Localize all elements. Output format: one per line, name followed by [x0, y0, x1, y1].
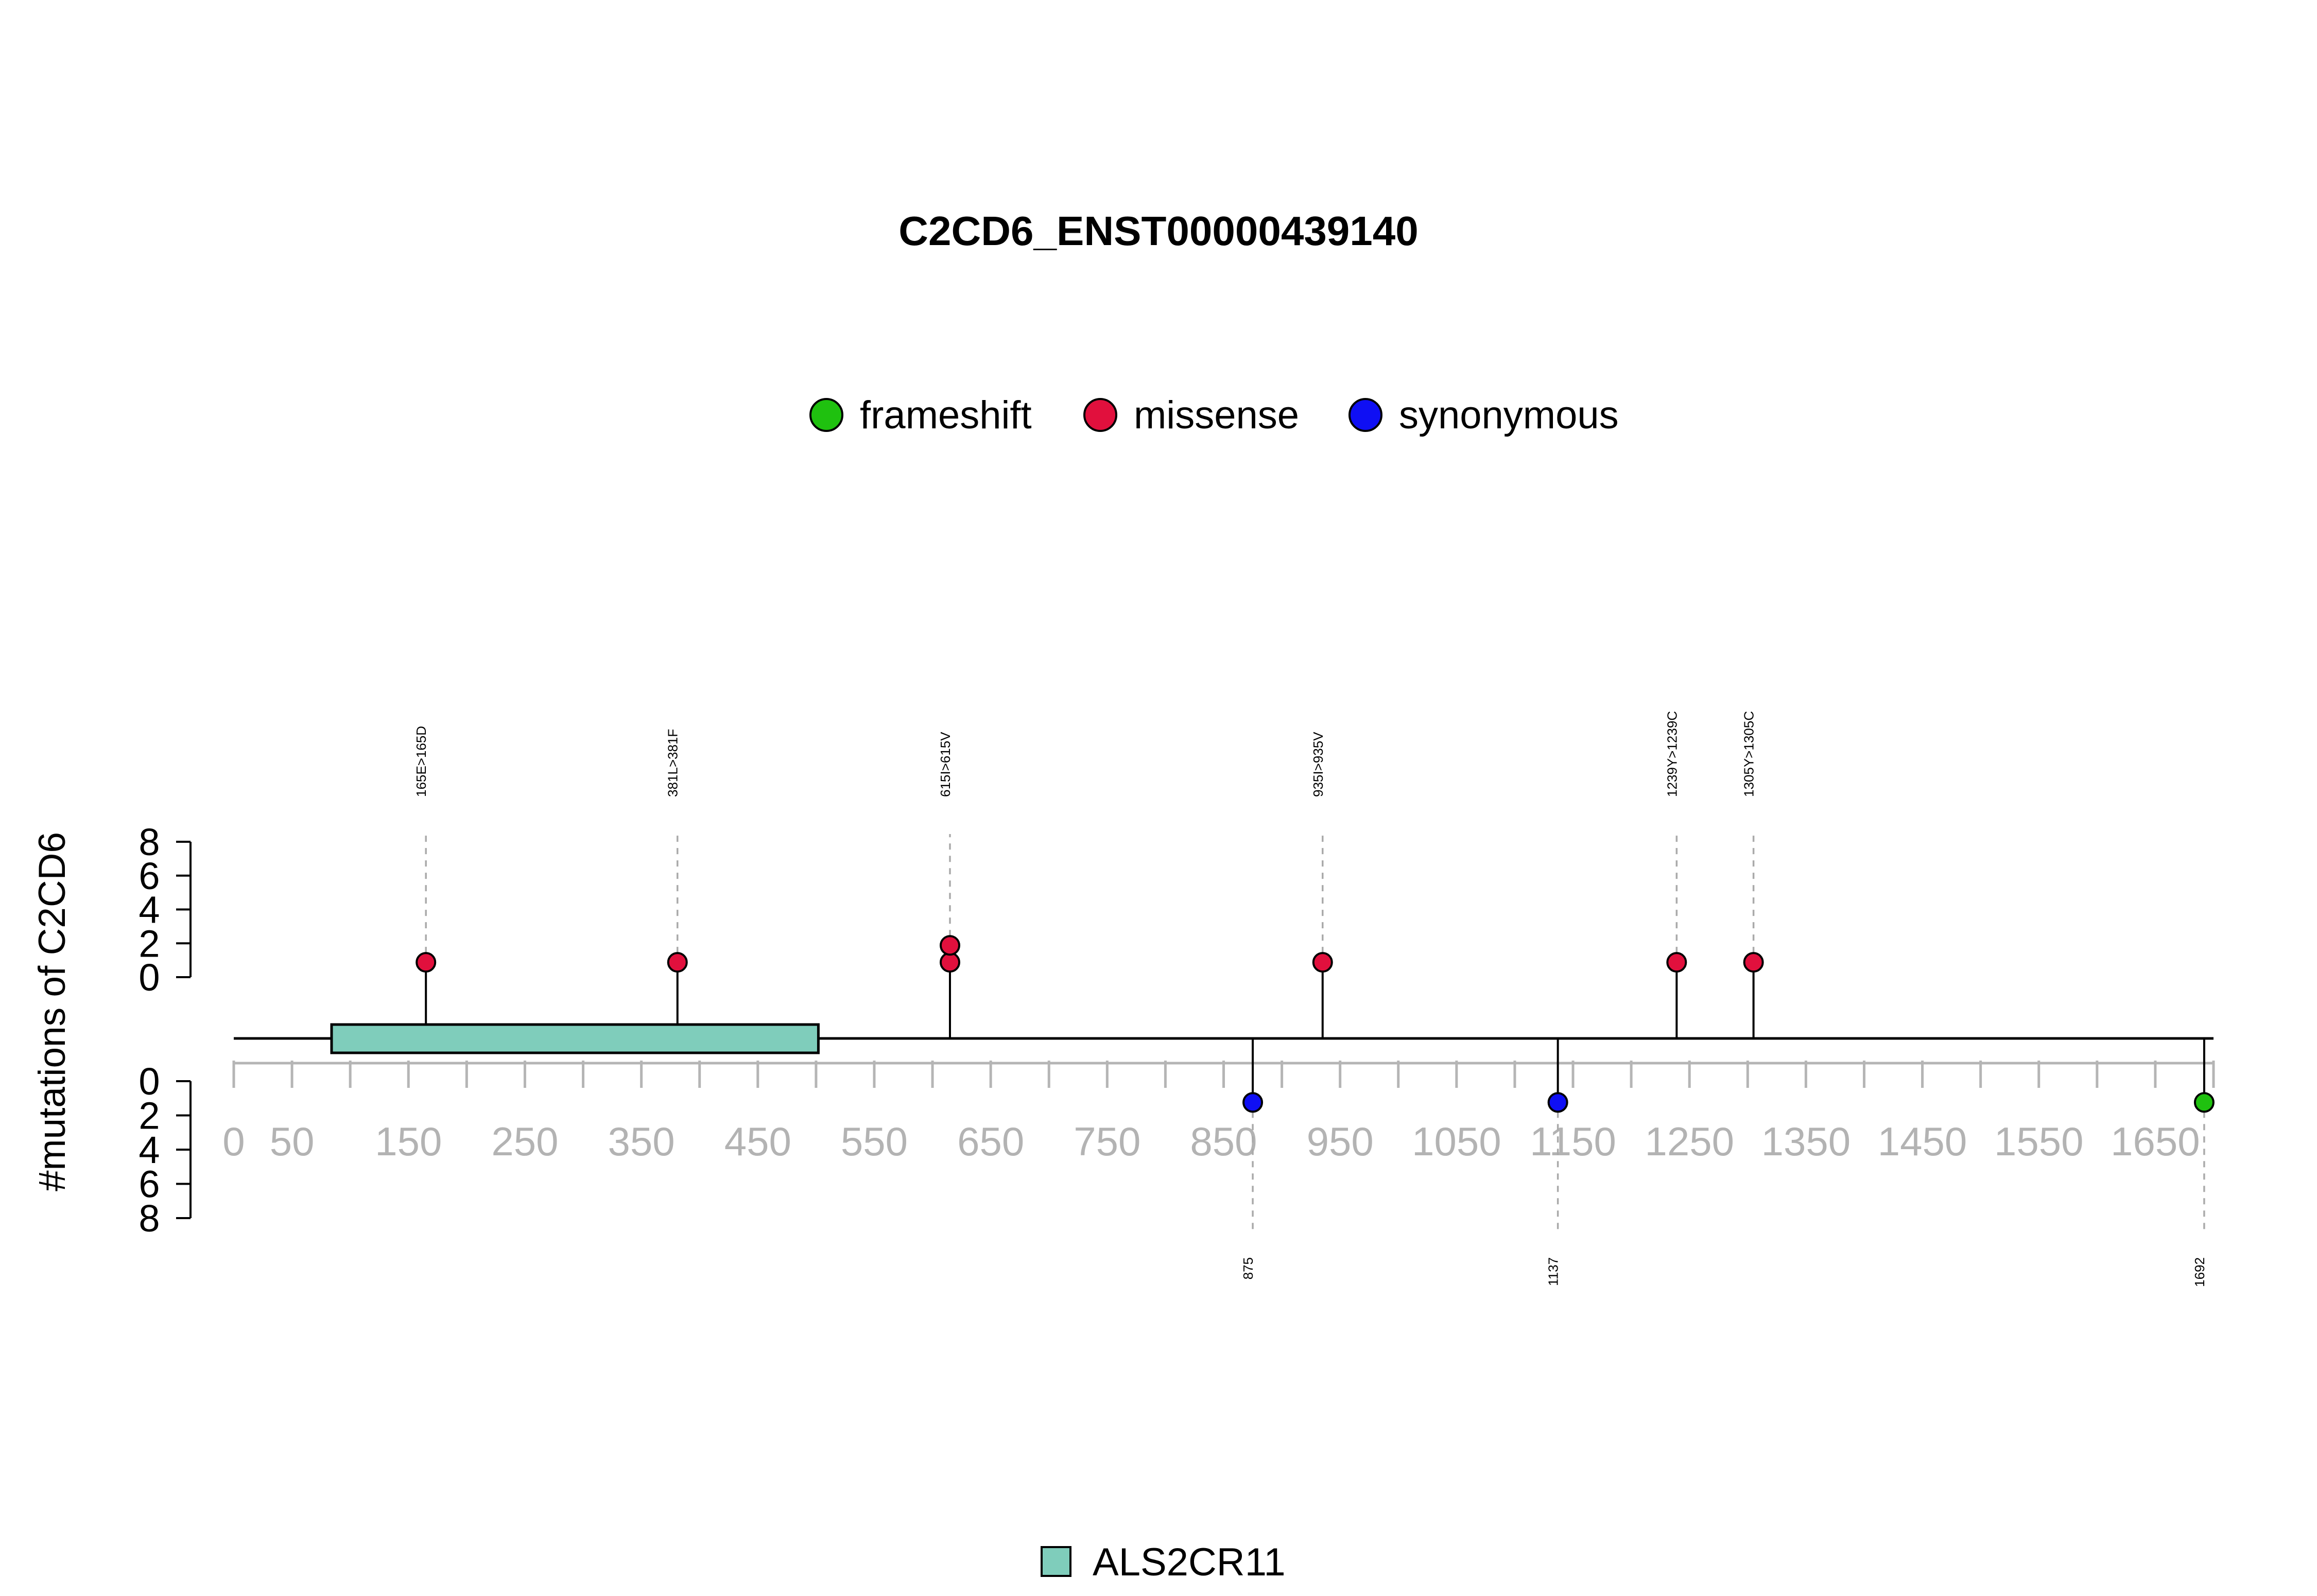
legend-marker-synonymous — [1348, 398, 1382, 432]
mutation-label-1137: 1137 — [1546, 1257, 1561, 1286]
y-tick-label-upper: 6 — [139, 855, 160, 897]
domain-ALS2CR11 — [330, 1023, 820, 1054]
mutation-point-1305 — [1743, 952, 1764, 973]
x-tick-label: 250 — [491, 1119, 558, 1164]
mutation-point-875 — [1242, 1092, 1264, 1113]
y-axis-label: #mutations of C2CD6 — [31, 832, 73, 1191]
mutation-label-381: 381L>381F — [665, 729, 681, 797]
type-legend: frameshift missense synonymous — [809, 393, 1619, 437]
x-tick-label: 150 — [375, 1119, 442, 1164]
y-tick-label-upper: 8 — [139, 821, 160, 863]
y-tick-label-lower: 2 — [139, 1095, 160, 1137]
mutation-point-1137 — [1547, 1092, 1568, 1113]
domain-legend-swatch — [1041, 1546, 1071, 1577]
y-tick-label-lower: 4 — [139, 1129, 160, 1171]
legend-marker-missense — [1083, 398, 1117, 432]
x-tick-label: 1050 — [1412, 1119, 1501, 1164]
mutation-label-1239: 1239Y>1239C — [1664, 711, 1680, 797]
y-tick-label-lower: 8 — [139, 1197, 160, 1240]
y-tick-label-lower: 6 — [139, 1163, 160, 1206]
domain-legend: ALS2CR11 — [1041, 1540, 1286, 1584]
x-tick-label: 0 — [222, 1119, 245, 1164]
y-tick-label-upper: 0 — [139, 956, 160, 999]
chart-title: C2CD6_ENST00000439140 — [898, 208, 1419, 254]
mutation-label-165: 165E>165D — [413, 726, 429, 797]
x-axis: 0 50 150 250 350 450 550 650 750 850 950 1050 1150 12… — [222, 1061, 2215, 1164]
y-tick-label-upper: 2 — [139, 922, 160, 965]
domain-layer — [330, 1023, 820, 1054]
mutation-label-1305: 1305Y>1305C — [1741, 711, 1757, 797]
mutation-label-935: 935I>935V — [1310, 732, 1326, 797]
mutation-point-381 — [667, 952, 688, 973]
y-tick-label-lower: 0 — [139, 1060, 160, 1103]
mutation-point-1239 — [1666, 952, 1687, 973]
x-tick-label: 1650 — [2111, 1119, 2200, 1164]
x-tick-label: 1450 — [1878, 1119, 1967, 1164]
legend-label-frameshift: frameshift — [860, 393, 1032, 437]
legend-label-synonymous: synonymous — [1399, 393, 1619, 437]
x-tick-label: 950 — [1307, 1119, 1374, 1164]
legend-label-missense: missense — [1134, 393, 1299, 437]
mutation-label-875: 875 — [1240, 1257, 1256, 1279]
mutation-point-615 — [939, 935, 960, 956]
mutation-labels: 165E>165D 381L>381F 615I>615V 935I>935V 1239… — [413, 711, 2207, 1287]
mutation-label-1692: 1692 — [2192, 1257, 2207, 1287]
x-tick-label: 450 — [724, 1119, 791, 1164]
x-tick-label: 1550 — [1994, 1119, 2084, 1164]
mutation-points — [416, 935, 2215, 1113]
mutation-label-615: 615I>615V — [938, 732, 953, 797]
mutation-point-935 — [1312, 952, 1333, 973]
x-tick-label: 50 — [270, 1119, 315, 1164]
legend-marker-frameshift — [809, 398, 843, 432]
mutation-point-1692 — [2193, 1092, 2215, 1113]
mutation-point-165 — [416, 952, 437, 973]
x-tick-label: 1250 — [1645, 1119, 1734, 1164]
x-tick-label: 1350 — [1761, 1119, 1851, 1164]
y-tick-label-upper: 4 — [139, 889, 160, 931]
x-tick-label: 750 — [1074, 1119, 1140, 1164]
x-tick-label: 650 — [957, 1119, 1024, 1164]
x-tick-label: 1150 — [1530, 1119, 1616, 1164]
x-tick-label: 850 — [1190, 1119, 1257, 1164]
mutation-point-615 — [939, 952, 960, 973]
x-tick-label: 550 — [841, 1119, 908, 1164]
x-tick-label: 350 — [608, 1119, 675, 1164]
domain-legend-label: ALS2CR11 — [1093, 1540, 1286, 1584]
